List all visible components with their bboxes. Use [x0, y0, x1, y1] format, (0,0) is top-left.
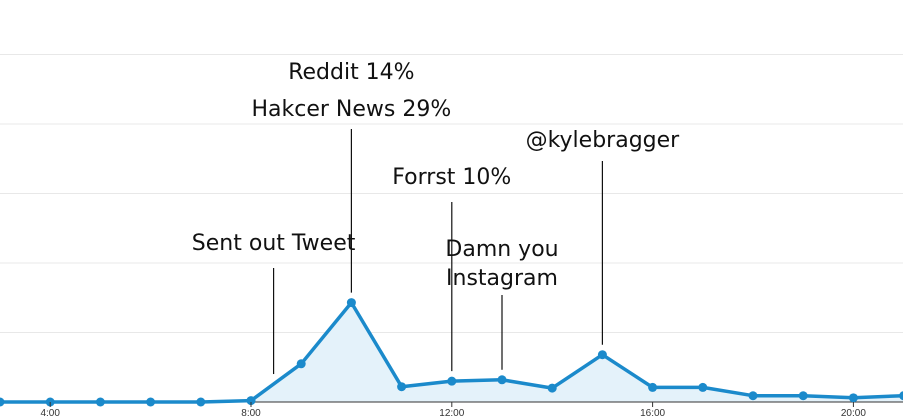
- data-point: [196, 397, 206, 407]
- data-point: [748, 391, 758, 401]
- x-axis-ticks: 4:00 8:00 12:00 16:00 20:00: [40, 402, 866, 418]
- x-tick-label: 16:00: [640, 408, 665, 418]
- data-point: [648, 382, 658, 392]
- annotations: Sent out Tweet Reddit 14% Hakcer News 29% F…: [192, 60, 681, 375]
- annotation-text: Damn you: [445, 237, 558, 262]
- x-tick-label: 20:00: [841, 408, 866, 418]
- data-point: [848, 393, 858, 403]
- data-point: [0, 397, 5, 407]
- data-point: [798, 391, 808, 401]
- data-point: [899, 391, 903, 401]
- x-tick-label: 8:00: [241, 408, 261, 418]
- data-point: [497, 375, 507, 385]
- data-point: [346, 298, 356, 308]
- data-point: [698, 382, 708, 392]
- x-tick-label: 4:00: [40, 408, 60, 418]
- annotation-text: Sent out Tweet: [192, 231, 356, 256]
- data-point: [397, 382, 407, 392]
- annotation-text: Reddit 14%: [288, 60, 414, 85]
- data-point: [246, 396, 256, 406]
- annotation-text: Forrst 10%: [392, 165, 511, 190]
- data-point: [547, 383, 557, 393]
- gridlines: [0, 54, 903, 333]
- x-tick-label: 12:00: [439, 408, 464, 418]
- data-point: [296, 359, 306, 369]
- annotation-text: @kylebragger: [526, 128, 681, 153]
- data-points: [0, 298, 903, 407]
- data-point: [597, 350, 607, 360]
- data-point: [447, 376, 457, 386]
- data-point: [146, 397, 156, 407]
- annotation-text: Instagram: [446, 266, 558, 291]
- data-point: [95, 397, 105, 407]
- annotation-text: Hakcer News 29%: [252, 97, 452, 122]
